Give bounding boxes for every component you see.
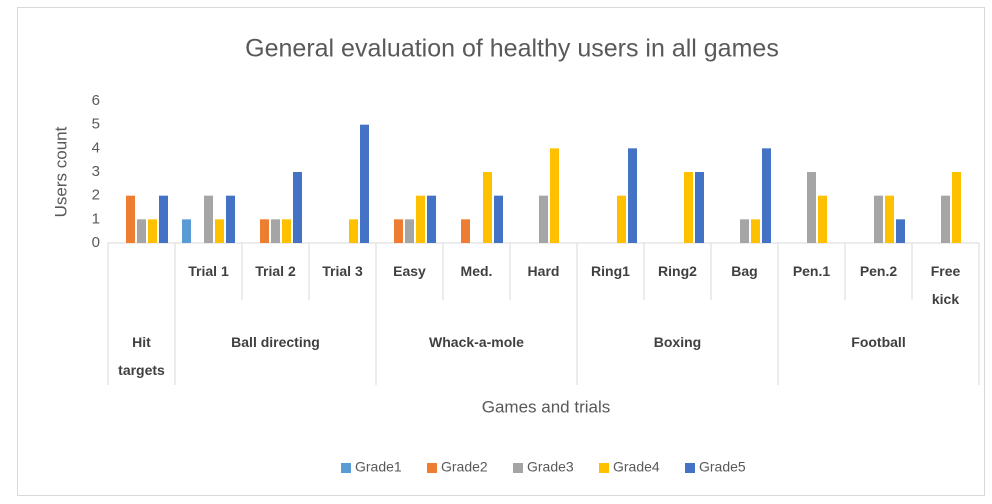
bar <box>628 148 637 243</box>
bar <box>941 195 950 243</box>
bar <box>137 219 146 243</box>
legend-swatch <box>513 463 523 473</box>
bar <box>695 172 704 243</box>
bar <box>182 219 191 243</box>
y-tick-label: 1 <box>92 210 100 227</box>
bar <box>885 195 894 243</box>
bar <box>896 219 905 243</box>
y-tick-label: 0 <box>92 234 100 251</box>
x-tick-label: Pen.1 <box>793 263 831 279</box>
legend-swatch <box>427 463 437 473</box>
bar <box>751 219 760 243</box>
group-label: Hit targets <box>118 334 165 378</box>
group-label: Football <box>851 334 905 350</box>
bar <box>952 172 961 243</box>
legend-label: Grade4 <box>613 459 660 475</box>
legend-swatch <box>599 463 609 473</box>
legend-label: Grade1 <box>355 459 402 475</box>
bar <box>126 195 135 243</box>
bar <box>226 195 235 243</box>
group-label: Boxing <box>654 334 701 350</box>
bar <box>807 172 816 243</box>
x-tick-label: Ring1 <box>591 263 630 279</box>
group-label: Ball directing <box>231 334 320 350</box>
bar <box>159 195 168 243</box>
bar <box>148 219 157 243</box>
legend-swatch <box>685 463 695 473</box>
x-tick-label: Hard <box>528 263 560 279</box>
bar <box>762 148 771 243</box>
bar <box>550 148 559 243</box>
x-tick-label: Ring2 <box>658 263 697 279</box>
x-tick-label: Trial 2 <box>255 263 296 279</box>
bar <box>539 195 548 243</box>
bar <box>260 219 269 243</box>
group-label: Whack-a-mole <box>429 334 524 350</box>
chart-title: General evaluation of healthy users in a… <box>245 35 779 63</box>
x-tick-label: Trial 1 <box>188 263 229 279</box>
y-tick-label: 3 <box>92 163 100 180</box>
bar <box>617 195 626 243</box>
legend-label: Grade2 <box>441 459 488 475</box>
x-tick-label: Pen.2 <box>860 263 898 279</box>
chart-frame <box>17 7 985 496</box>
bar <box>483 172 492 243</box>
y-tick-label: 6 <box>92 92 100 109</box>
bar <box>215 219 224 243</box>
legend-label: Grade3 <box>527 459 574 475</box>
legend-label: Grade5 <box>699 459 746 475</box>
bar <box>282 219 291 243</box>
bar <box>416 195 425 243</box>
x-tick-label: Bag <box>731 263 757 279</box>
y-tick-label: 5 <box>92 116 100 133</box>
bar <box>427 195 436 243</box>
bar <box>204 195 213 243</box>
bar <box>818 195 827 243</box>
x-tick-label: Easy <box>393 263 426 279</box>
bar <box>394 219 403 243</box>
x-axis-title: Games and trials <box>482 397 611 416</box>
y-axis-title: Users count <box>51 126 70 217</box>
bar <box>740 219 749 243</box>
legend-swatch <box>341 463 351 473</box>
bar <box>494 195 503 243</box>
bar <box>874 195 883 243</box>
x-tick-label: Med. <box>461 263 493 279</box>
bar <box>293 172 302 243</box>
bar <box>349 219 358 243</box>
bar <box>405 219 414 243</box>
bar <box>271 219 280 243</box>
y-tick-label: 4 <box>92 139 100 156</box>
bar <box>461 219 470 243</box>
x-tick-label: Trial 3 <box>322 263 363 279</box>
y-tick-label: 2 <box>92 187 100 204</box>
bar <box>684 172 693 243</box>
x-tick-label: Free kick <box>931 263 961 307</box>
bar <box>360 124 369 243</box>
